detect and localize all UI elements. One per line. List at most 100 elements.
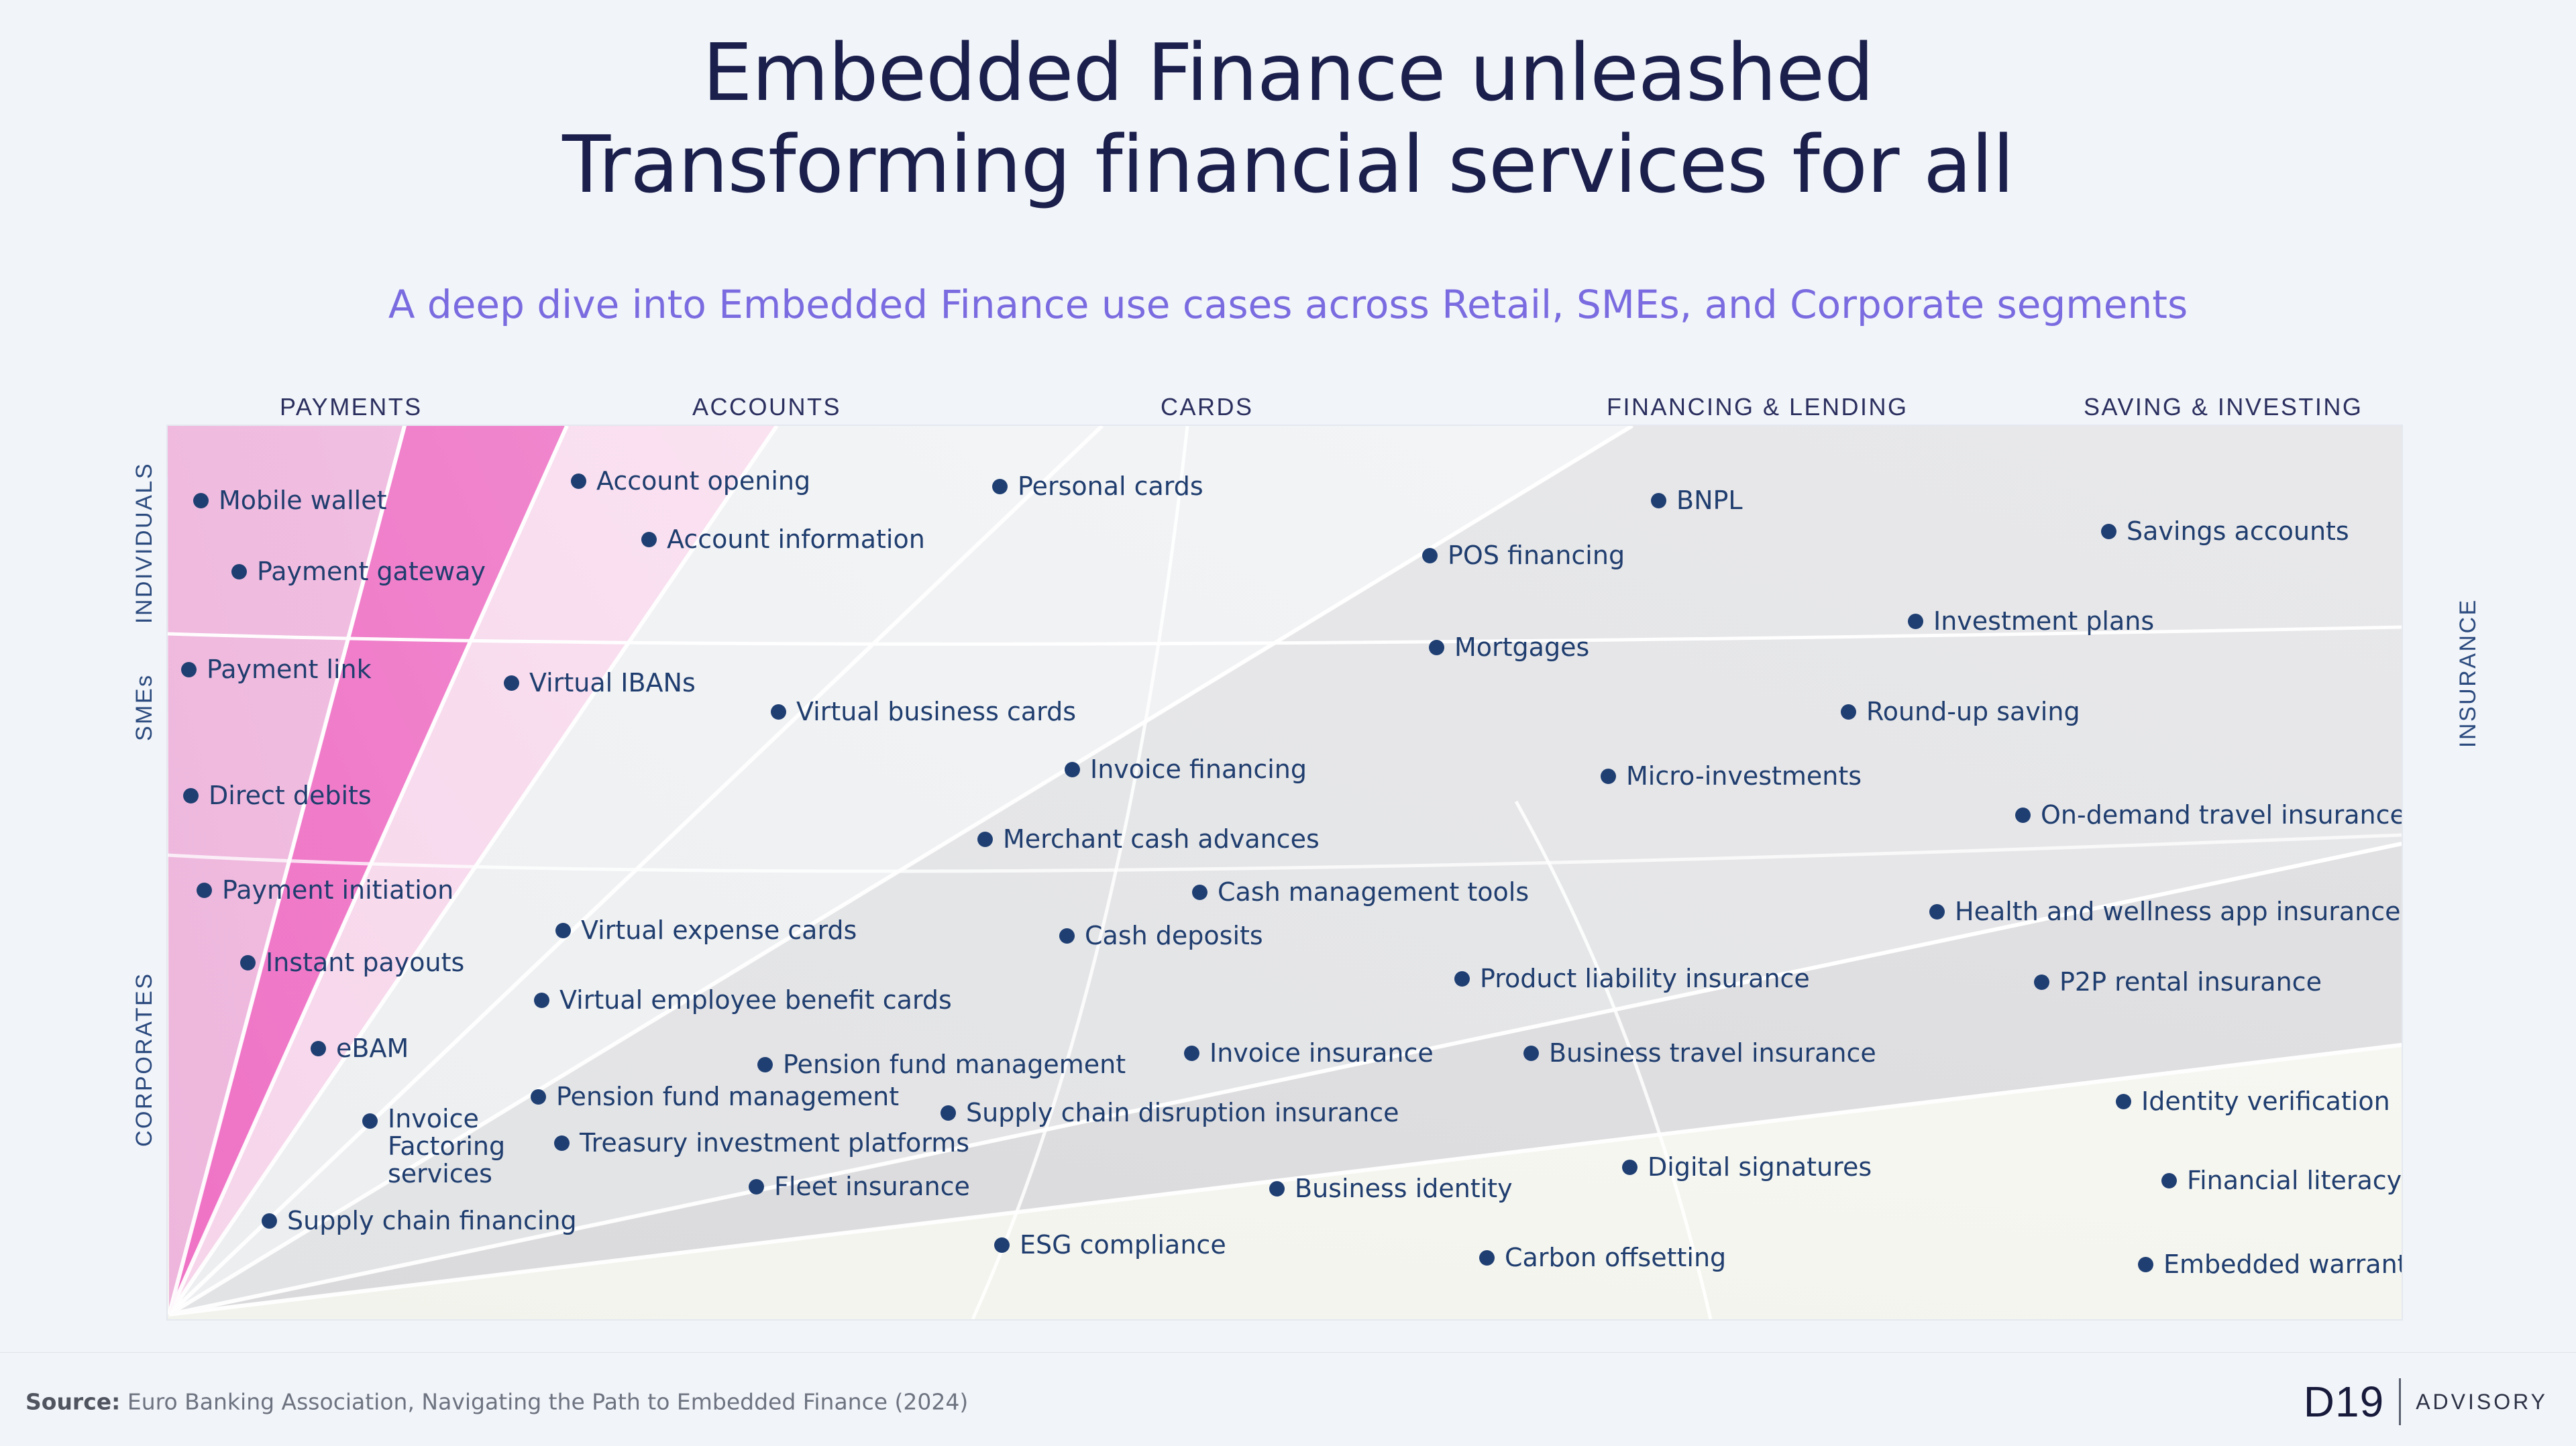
use-case-item[interactable]: Product liability insurance — [1454, 964, 1810, 993]
use-case-item[interactable]: Pension fund management — [757, 1050, 1126, 1078]
bullet-dot-icon — [1192, 885, 1208, 901]
use-case-item[interactable]: Round-up saving — [1841, 698, 2080, 726]
bullet-dot-icon — [1059, 928, 1075, 944]
use-case-item[interactable]: Mobile wallet — [193, 486, 387, 515]
column-header-cards: CARDS — [1161, 393, 1254, 421]
bullet-dot-icon — [757, 1057, 773, 1073]
use-case-label: Product liability insurance — [1480, 964, 1810, 993]
use-case-item[interactable]: Virtual IBANs — [504, 669, 696, 697]
bullet-dot-icon — [941, 1105, 956, 1121]
use-case-item[interactable]: Payment gateway — [231, 557, 486, 586]
page-title-line-1: Embedded Finance unleashed — [702, 26, 1874, 119]
use-case-item[interactable]: Financial literacy — [2161, 1166, 2402, 1195]
bullet-dot-icon — [181, 662, 197, 678]
footer-divider — [0, 1352, 2576, 1353]
use-case-item[interactable]: Treasury investment platforms — [554, 1129, 969, 1157]
use-case-item[interactable]: Pension fund management — [531, 1082, 899, 1111]
use-case-label: Virtual IBANs — [529, 668, 696, 698]
use-case-item[interactable]: Supply chain disruption insurance — [941, 1099, 1399, 1127]
use-case-label: Invoice Factoring services — [388, 1104, 506, 1189]
use-case-item[interactable]: BNPL — [1651, 486, 1743, 515]
use-case-item[interactable]: Payment initiation — [197, 876, 453, 904]
use-case-item[interactable]: Health and wellness app insurance — [1929, 897, 2401, 926]
use-case-label: Cash management tools — [1218, 877, 1529, 907]
use-case-item[interactable]: Invoice financing — [1065, 755, 1307, 783]
use-case-item[interactable]: Account information — [641, 525, 925, 553]
axis-label-corporates: CORPORATES — [131, 972, 157, 1147]
source-citation: Euro Banking Association, Navigating the… — [120, 1388, 969, 1415]
use-case-label: Personal cards — [1018, 471, 1203, 501]
use-case-item[interactable]: Cash management tools — [1192, 877, 1529, 907]
use-case-item[interactable]: Invoice insurance — [1184, 1039, 1434, 1067]
use-case-item[interactable]: Direct debits — [183, 781, 372, 810]
brand-logo: D19 ADVISORY — [2304, 1377, 2548, 1427]
use-case-item[interactable]: Personal cards — [992, 471, 1203, 501]
use-case-label: ESG compliance — [1020, 1230, 1226, 1260]
logo-wordmark: D19 — [2303, 1378, 2385, 1426]
use-case-item[interactable]: Invoice Factoring services — [362, 1105, 505, 1188]
use-case-item[interactable]: Instant payouts — [240, 948, 464, 977]
bullet-dot-icon — [1429, 640, 1444, 656]
use-case-label: Fleet insurance — [774, 1172, 970, 1201]
use-case-item[interactable]: eBAM — [311, 1034, 409, 1062]
use-case-label: Supply chain disruption insurance — [966, 1098, 1399, 1127]
use-case-item[interactable]: On-demand travel insurance — [2015, 801, 2402, 829]
source-label: Source: — [25, 1388, 121, 1415]
bullet-dot-icon — [994, 1237, 1010, 1254]
use-case-item[interactable]: Virtual employee benefit cards — [534, 985, 952, 1015]
axis-label-insurance: INSURANCE — [2455, 598, 2481, 748]
column-header-payments: PAYMENTS — [280, 393, 423, 421]
logo-subtitle: ADVISORY — [2416, 1389, 2548, 1414]
use-case-label: P2P rental insurance — [2059, 967, 2322, 997]
use-case-item[interactable]: Virtual expense cards — [555, 916, 857, 944]
use-case-item[interactable]: Business travel insurance — [1523, 1039, 1876, 1067]
use-case-item[interactable]: Savings accounts — [2101, 516, 2349, 546]
use-case-label: Merchant cash advances — [1003, 824, 1320, 854]
use-case-label: Treasury investment platforms — [580, 1128, 970, 1158]
use-case-item[interactable]: Embedded warranty — [2138, 1250, 2402, 1278]
use-case-item[interactable]: Identity verification — [2116, 1087, 2390, 1116]
source-note: Source: Euro Banking Association, Naviga… — [25, 1389, 968, 1415]
use-case-item[interactable]: Account opening — [571, 467, 810, 495]
use-case-item[interactable]: Cash deposits — [1059, 922, 1263, 950]
use-case-label: Savings accounts — [2127, 516, 2349, 546]
bullet-dot-icon — [2101, 524, 2116, 540]
use-case-item[interactable]: Virtual business cards — [771, 698, 1076, 726]
title-block: Embedded Finance unleashed Transforming … — [0, 27, 2576, 211]
use-case-label: Virtual employee benefit cards — [559, 985, 952, 1015]
use-case-item[interactable]: Supply chain financing — [262, 1207, 577, 1235]
axis-label-individuals: INDIVIDUALS — [131, 462, 157, 624]
use-case-label: Account opening — [596, 466, 811, 496]
use-case-label: BNPL — [1676, 486, 1743, 515]
bullet-dot-icon — [2116, 1094, 2131, 1110]
bullet-dot-icon — [641, 532, 657, 548]
bullet-dot-icon — [504, 675, 519, 691]
use-case-label: Financial literacy — [2187, 1166, 2402, 1195]
use-case-item[interactable]: Mortgages — [1429, 632, 1590, 662]
bullet-dot-icon — [1601, 769, 1616, 785]
use-case-label: Investment plans — [1933, 606, 2155, 636]
use-case-label: Mobile wallet — [219, 486, 387, 515]
use-case-item[interactable]: Digital signatures — [1622, 1153, 1872, 1181]
use-case-label: Cash deposits — [1085, 921, 1263, 950]
column-header-accounts: ACCOUNTS — [692, 393, 842, 421]
use-case-label: On-demand travel insurance — [2041, 800, 2402, 830]
bullet-dot-icon — [2138, 1257, 2153, 1273]
use-case-item[interactable]: Investment plans — [1908, 606, 2155, 636]
use-case-label: Virtual business cards — [796, 697, 1076, 726]
use-case-item[interactable]: Micro-investments — [1601, 762, 1862, 790]
use-case-label: Mortgages — [1454, 632, 1590, 662]
use-case-item[interactable]: Merchant cash advances — [977, 824, 1320, 854]
use-case-item[interactable]: POS financing — [1422, 541, 1625, 569]
use-case-item[interactable]: Payment link — [181, 655, 372, 683]
use-case-label: Identity verification — [2141, 1087, 2390, 1116]
use-case-item[interactable]: Business identity — [1269, 1174, 1513, 1203]
use-case-label: Round-up saving — [1866, 697, 2080, 726]
use-case-item[interactable]: P2P rental insurance — [2034, 968, 2322, 996]
bullet-dot-icon — [555, 923, 571, 939]
use-case-item[interactable]: Fleet insurance — [749, 1172, 970, 1201]
use-case-item[interactable]: Carbon offsetting — [1479, 1243, 1726, 1272]
page-subtitle: A deep dive into Embedded Finance use ca… — [388, 282, 2188, 327]
bullet-dot-icon — [1929, 904, 1945, 920]
use-case-item[interactable]: ESG compliance — [994, 1231, 1226, 1259]
